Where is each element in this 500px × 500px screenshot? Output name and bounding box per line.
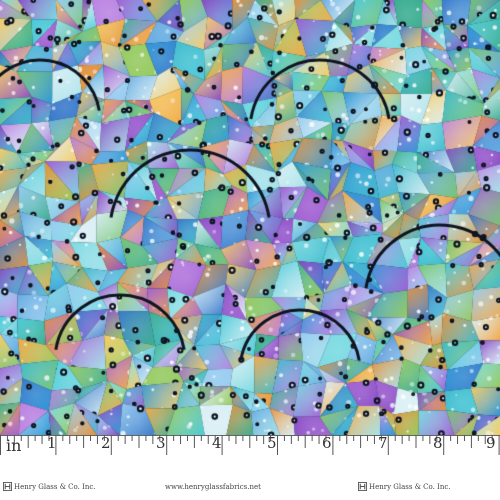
inch-ruler	[0, 435, 500, 500]
ruler-number-6: 6	[322, 434, 332, 452]
henry-glass-logo-icon	[3, 482, 12, 491]
brand-credit-right: Henry Glass & Co. Inc.	[369, 483, 451, 491]
ruler-number-8: 8	[433, 434, 443, 452]
ruler-unit-label: in	[6, 436, 22, 455]
henry-glass-logo-icon	[358, 482, 367, 491]
website-credit: www.henryglassfabrics.net	[165, 483, 261, 491]
ruler-number-7: 7	[378, 434, 388, 452]
ruler-number-2: 2	[101, 434, 111, 452]
ruler-number-3: 3	[156, 434, 166, 452]
ruler-number-5: 5	[267, 434, 277, 452]
ruler-number-1: 1	[47, 434, 57, 452]
stained-glass-pattern	[0, 0, 500, 435]
ruler-number-4: 4	[212, 434, 222, 452]
ruler-number-9: 9	[486, 434, 496, 452]
brand-credit-left: Henry Glass & Co. Inc.	[14, 483, 96, 491]
